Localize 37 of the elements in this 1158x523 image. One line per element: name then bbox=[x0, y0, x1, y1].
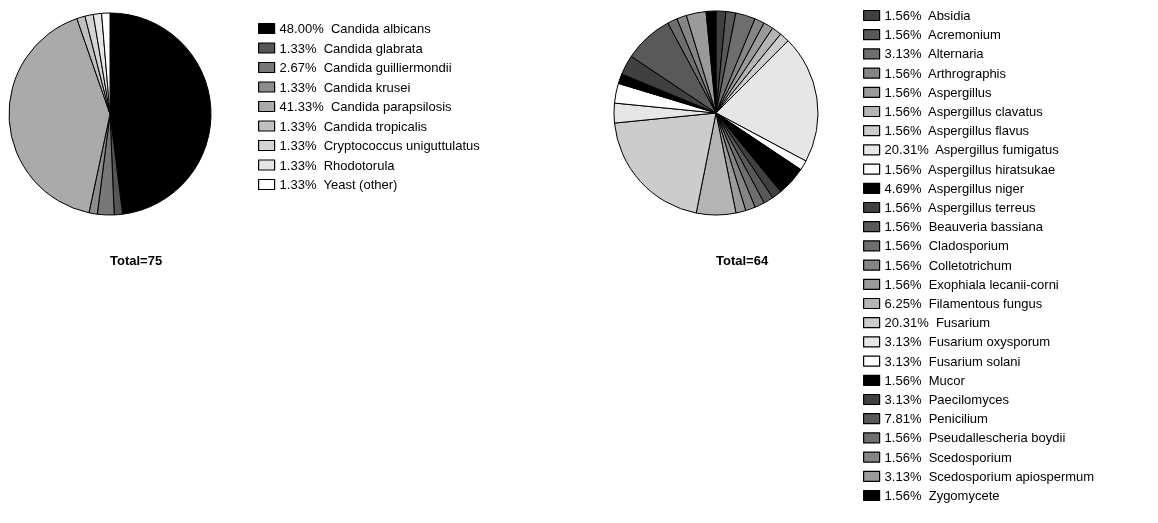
legend-label: 1.56% Absidia bbox=[884, 8, 972, 23]
legend-label: 3.13% Paecilomyces bbox=[884, 392, 1010, 407]
legend-label: 1.56% Exophiala lecanii-corni bbox=[884, 276, 1059, 292]
legend-label: 41.33% Candida parapsilosis bbox=[279, 99, 453, 114]
legend-label: 1.33% Yeast (other) bbox=[279, 177, 398, 192]
legend-label: 1.56% Colletotrichum bbox=[884, 257, 1012, 273]
legend-label: 4.69% Aspergillus niger bbox=[884, 180, 1025, 196]
legend-label: 1.33% Candida krusei bbox=[279, 79, 411, 95]
legend-label: 7.81% Penicilium bbox=[884, 411, 988, 427]
legend-label: 3.13% Scedosporium apiospermum bbox=[884, 468, 1095, 484]
legend-label: 1.56% Aspergillus clavatus bbox=[884, 104, 1044, 119]
legend-label: 1.56% Scedosporium bbox=[884, 449, 1012, 465]
legend-label: 1.56% Zygomycete bbox=[884, 488, 1000, 503]
legend-label: 1.56% Arthrographis bbox=[884, 65, 1007, 81]
legend-label: 20.31% Fusarium bbox=[884, 315, 991, 331]
legend-label: 20.31% Aspergillus fumigatus bbox=[884, 142, 1060, 158]
legend-label: 1.56% Mucor bbox=[884, 372, 966, 388]
legend-label: 1.33% Rhodotorula bbox=[279, 157, 396, 173]
legend-label: 1.33% Cryptococcus uniguttulatus bbox=[279, 138, 481, 153]
text: Total=64 bbox=[716, 253, 769, 268]
legend-label: 1.56% Pseudallescheria boydii bbox=[884, 430, 1066, 446]
legend-label: 6.25% Filamentous fungus bbox=[884, 296, 1043, 311]
legend-label: 1.56% Aspergillus hiratsukae bbox=[884, 161, 1056, 177]
legend-label: 2.67% Candida guilliermondii bbox=[279, 60, 452, 75]
legend-label: 1.56% Beauveria bassiana bbox=[884, 219, 1044, 235]
legend-label: 1.56% Aspergillus flavus bbox=[884, 123, 1030, 139]
text: Total=75 bbox=[110, 253, 163, 268]
legend-label: 1.56% Aspergillus terreus bbox=[884, 200, 1037, 215]
legend-label: 3.13% Alternaria bbox=[884, 46, 985, 62]
legend-label: 48.00% Candida albicans bbox=[279, 21, 432, 36]
legend-label: 3.13% Fusarium oxysporum bbox=[884, 334, 1051, 350]
legend-label: 1.33% Candida glabrata bbox=[279, 40, 424, 56]
legend-label: 1.56% Cladosporium bbox=[884, 238, 1009, 254]
legend-label: 1.56% Aspergillus bbox=[884, 84, 993, 100]
legend-label: 1.56% Acremonium bbox=[884, 27, 1001, 43]
legend-label: 3.13% Fusarium solani bbox=[884, 353, 1021, 369]
legend-label: 1.33% Candida tropicalis bbox=[279, 118, 428, 134]
